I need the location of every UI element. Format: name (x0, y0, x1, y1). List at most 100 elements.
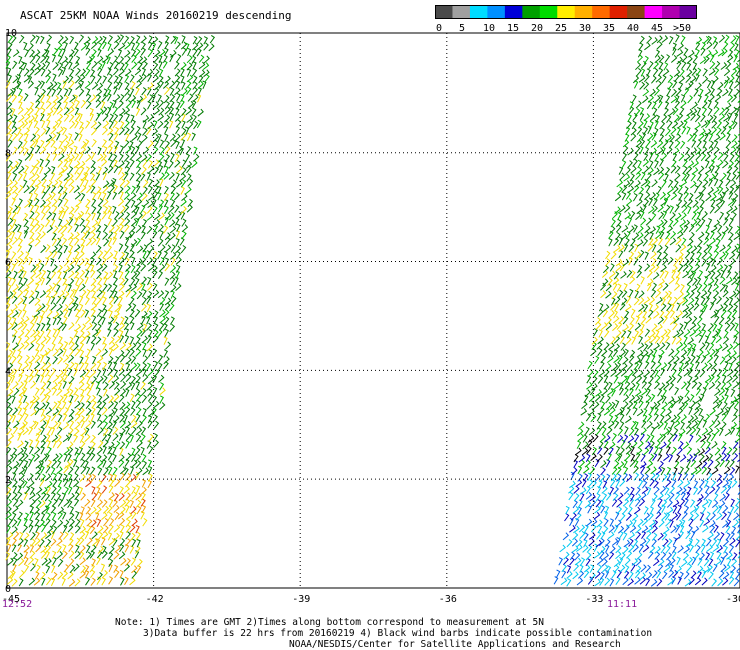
wind-barb (125, 198, 131, 207)
wind-barb (62, 304, 69, 313)
wind-barb (78, 303, 84, 313)
wind-barb (96, 576, 102, 585)
wind-barb (27, 75, 33, 84)
wind-barb (714, 315, 720, 324)
scale-tick-label: 30 (579, 23, 591, 34)
wind-barb (68, 114, 75, 123)
wind-barb (73, 472, 79, 482)
wind-barb (146, 238, 154, 247)
wind-barb (690, 400, 696, 409)
wind-barb (649, 120, 654, 130)
wind-barb (614, 511, 620, 520)
wind-barb (17, 158, 23, 168)
wind-barb (141, 504, 147, 514)
wind-barb (108, 409, 115, 417)
wind-barb (635, 565, 642, 574)
wind-barb (18, 60, 25, 70)
wind-barb (628, 288, 634, 298)
wind-barb (639, 138, 646, 148)
wind-barb (632, 158, 638, 167)
wind-barb (164, 106, 171, 115)
wind-barb (102, 361, 108, 371)
wind-barb (102, 394, 110, 402)
wind-barb (716, 551, 722, 560)
wind-barb (613, 271, 620, 280)
wind-barb (107, 127, 114, 136)
wind-barb (692, 127, 699, 137)
wind-barb (130, 466, 135, 475)
wind-barb (697, 231, 705, 240)
wind-barb (56, 310, 64, 319)
wind-barb (11, 355, 17, 365)
wind-barb (708, 68, 716, 76)
wind-barb (604, 505, 610, 514)
wind-barb (74, 400, 81, 409)
wind-barb (102, 113, 109, 122)
wind-barb (613, 355, 620, 364)
wind-barb (124, 576, 129, 586)
wind-barb (153, 360, 159, 370)
wind-barb (662, 428, 670, 436)
wind-barb (140, 263, 147, 272)
wind-barb (63, 88, 69, 97)
wind-barb (85, 41, 91, 50)
wind-barb (627, 160, 633, 169)
wind-barb (169, 112, 175, 121)
wind-barb (108, 179, 115, 188)
wind-barb (85, 420, 92, 429)
wind-barb (119, 506, 126, 515)
wind-barb (63, 107, 70, 116)
wind-barb (577, 433, 585, 442)
wind-barb (68, 244, 74, 254)
wind-barb (164, 75, 171, 84)
wind-barb (626, 120, 632, 130)
wind-barb (134, 550, 140, 559)
wind-barb (683, 329, 691, 337)
wind-barb (729, 505, 735, 514)
wind-barb (74, 323, 82, 332)
wind-barb (51, 264, 58, 273)
wind-barb (74, 491, 80, 501)
wind-barb (62, 270, 68, 280)
wind-barb (611, 569, 617, 579)
wind-barb (33, 395, 40, 404)
wind-barb (90, 185, 96, 194)
wind-barb (51, 198, 58, 207)
wind-barb (653, 167, 660, 176)
wind-barb (169, 264, 177, 273)
wind-barb (718, 179, 724, 189)
wind-barb (676, 310, 683, 319)
wind-barb (724, 212, 731, 221)
wind-barb (151, 128, 159, 137)
wind-barb (602, 552, 610, 560)
wind-barb (86, 322, 93, 331)
wind-barb (175, 41, 181, 50)
wind-barb (642, 349, 649, 358)
wind-barb (662, 571, 668, 580)
wind-barb (85, 225, 91, 235)
wind-barb (22, 269, 27, 279)
wind-barb (95, 381, 100, 390)
wind-barb (613, 524, 619, 533)
wind-barb (676, 556, 681, 565)
wind-barb (40, 322, 46, 332)
wind-barb (74, 348, 81, 357)
wind-barb (68, 558, 75, 567)
wind-barb (41, 119, 46, 129)
wind-barb (69, 80, 75, 89)
wind-barb (680, 559, 688, 567)
wind-barb (140, 107, 147, 116)
wind-barb (666, 506, 674, 515)
wind-barb (655, 467, 663, 475)
wind-barb (96, 257, 102, 266)
wind-barb (727, 264, 733, 274)
wind-barb (80, 289, 87, 298)
wind-barb (665, 545, 671, 554)
wind-barb (79, 342, 85, 351)
wind-barb (659, 485, 667, 494)
wind-barb (56, 485, 62, 494)
wind-barb (97, 62, 103, 71)
wind-barb (650, 426, 656, 435)
wind-barb (654, 95, 661, 103)
wind-barb (619, 387, 624, 396)
